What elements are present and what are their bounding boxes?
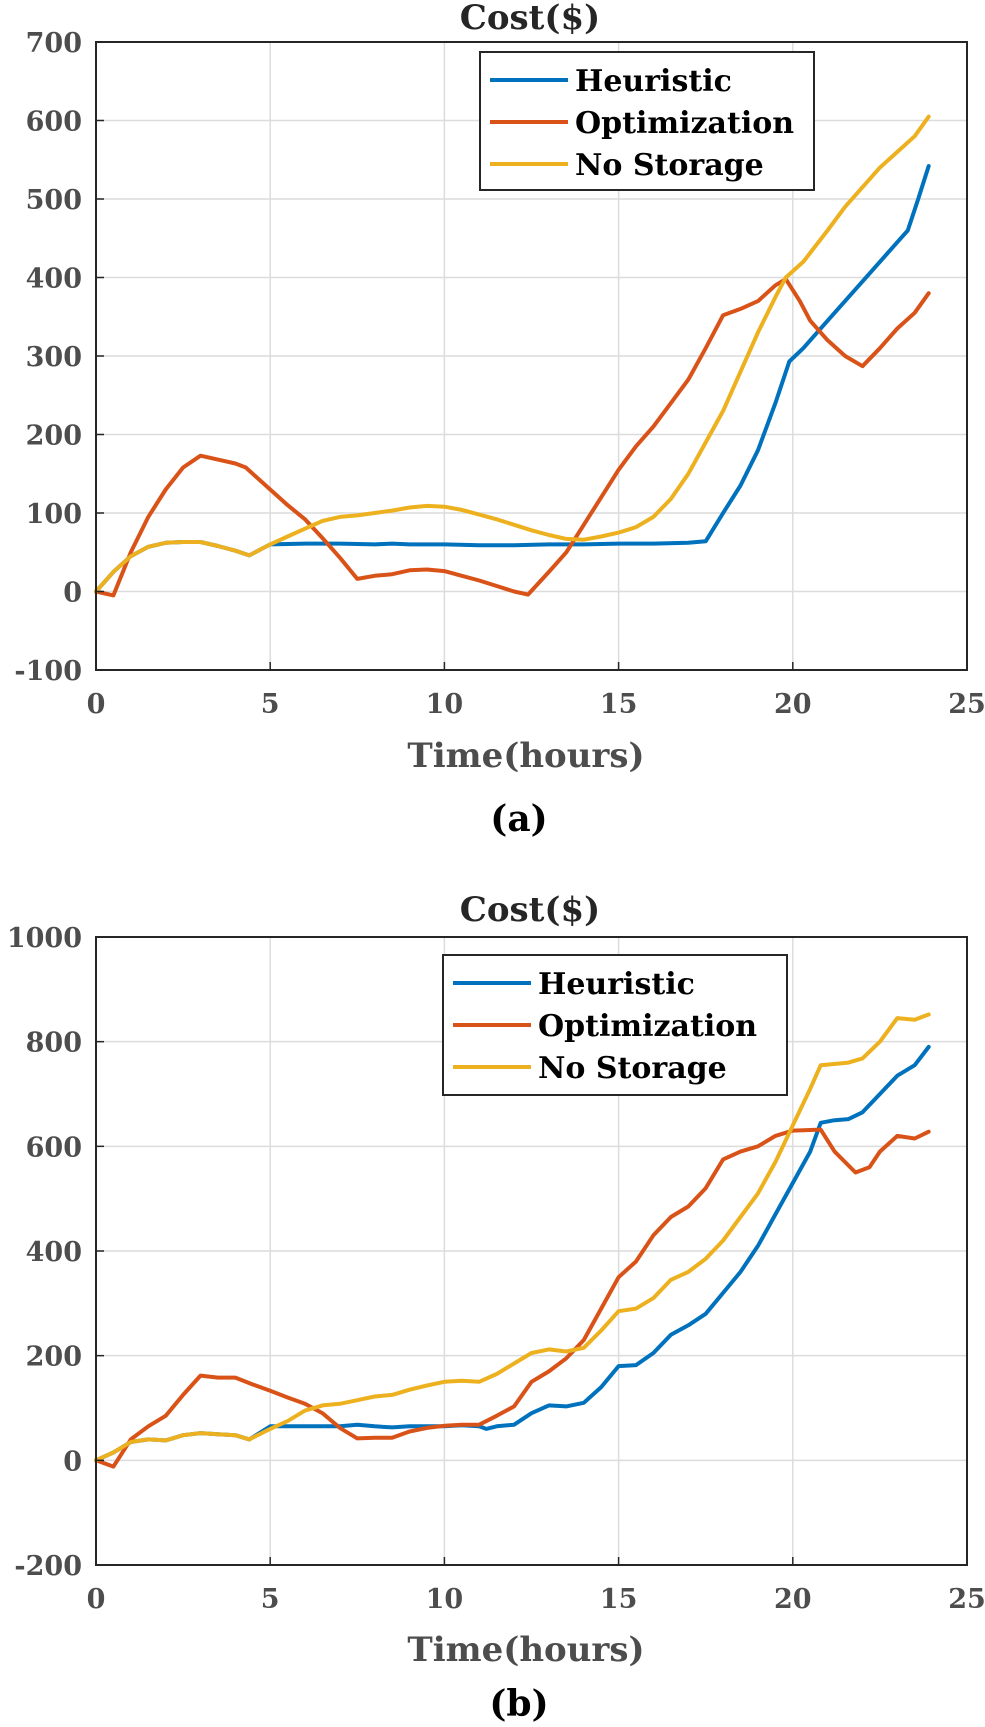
chart-a-legend-label-heuristic: Heuristic [575,64,732,99]
chart-b-series-optimization [94,1127,931,1469]
chart-a-x-tick-label: 25 [948,689,985,720]
chart-b-lines [94,1012,931,1469]
chart-b-title: Cost($) [460,890,600,930]
chart-b-x-tick-label: 10 [426,1584,464,1615]
chart-a-title: Cost($) [460,0,600,38]
chart-b-series-heuristic [94,1044,931,1463]
chart-a: Cost($) 0 5 10 15 20 25-100010020030040050060… [14,0,985,840]
chart-a-legend-label-optimization: Optimization [575,106,794,141]
chart-b-series-no-storage [94,1012,931,1463]
chart-a-y-tick-label: 100 [26,499,82,530]
chart-a-x-tick-label: 20 [774,689,812,720]
chart-a-y-tick-label: 600 [26,107,82,138]
chart-b: Cost($) 0 5 10 15 20 25-20002004006008001000 … [7,890,985,1725]
chart-a-y-tick-label: 400 [26,264,82,295]
chart-a-y-tick-label: 200 [26,421,82,452]
chart-a-x-tick-label: 0 [87,689,106,720]
chart-b-legend-label-optimization: Optimization [538,1009,757,1044]
chart-b-x-tick-label: 15 [600,1584,638,1615]
chart-b-y-tick-label: 200 [26,1342,82,1373]
chart-a-x-axis-label: Time(hours) [407,736,644,776]
chart-b-grid [96,937,967,1565]
chart-b-y-tick-label: 1000 [7,923,82,954]
chart-a-x-tick-label: 15 [600,689,638,720]
chart-a-series-no-storage [94,114,931,594]
chart-b-x-tick-label: 5 [261,1584,280,1615]
chart-b-x-axis-label: Time(hours) [407,1630,644,1670]
chart-b-y-tick-label: -200 [14,1551,82,1582]
chart-a-legend-label-no-storage: No Storage [575,148,764,183]
chart-a-x-tick-label: 5 [261,689,280,720]
chart-a-series-heuristic [94,164,931,594]
chart-a-x-tick-label: 10 [426,689,464,720]
chart-b-x-tick-label: 25 [948,1584,985,1615]
chart-a-y-tick-label: 500 [26,185,82,216]
chart-a-series-optimization [94,277,931,598]
chart-b-x-tick-label: 20 [774,1584,812,1615]
chart-b-legend-label-no-storage: No Storage [538,1051,727,1086]
chart-b-caption: (b) [489,1683,548,1725]
chart-b-legend: Heuristic Optimization No Storage [442,954,788,1096]
chart-b-y-tick-label: 800 [26,1028,82,1059]
chart-b-legend-label-heuristic: Heuristic [538,967,695,1002]
chart-a-y-tick-label: 700 [26,28,82,59]
chart-a-lines [94,114,931,598]
chart-a-y-tick-label: 0 [63,578,82,609]
chart-b-y-tick-label: 400 [26,1237,82,1268]
chart-a-y-tick-label: -100 [14,656,82,687]
chart-b-y-tick-label: 0 [63,1446,82,1477]
chart-b-x-tick-label: 0 [87,1584,106,1615]
chart-a-legend: Heuristic Optimization No Storage [479,51,815,191]
chart-b-y-tick-label: 600 [26,1132,82,1163]
chart-a-y-tick-label: 300 [26,342,82,373]
chart-a-caption: (a) [490,798,547,840]
